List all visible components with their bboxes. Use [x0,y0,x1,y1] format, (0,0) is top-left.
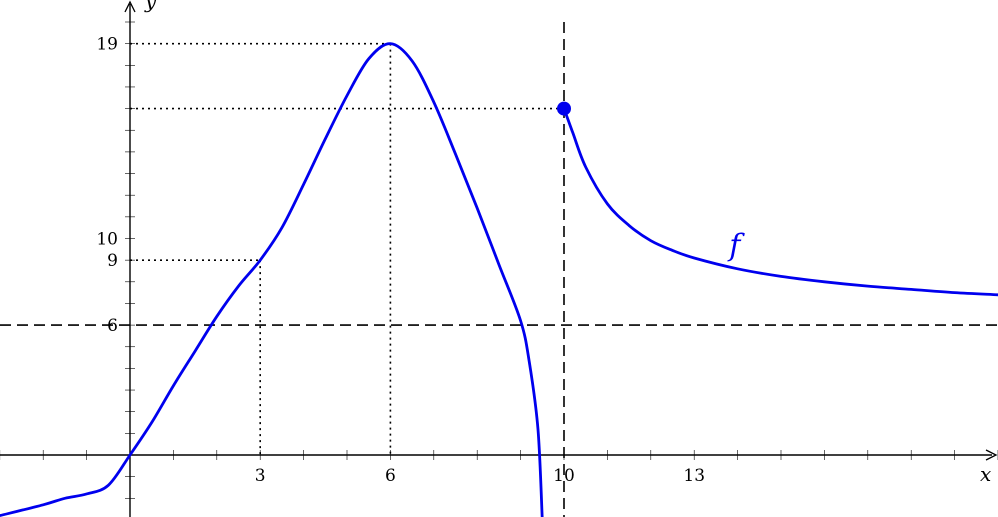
x-tick-label-6: 6 [385,466,396,486]
axis-ticks [0,21,998,499]
curve-branch-1 [0,42,544,517]
x-axis-label: x [980,462,991,486]
y-axis-arrow [124,0,136,13]
y-tick-label-9: 9 [107,251,118,271]
x-axis-arrow [985,449,998,461]
y-tick-label-6: 6 [107,316,118,336]
x-tick-label-10: 10 [553,466,575,486]
x-tick-label-13: 13 [683,466,705,486]
asymptotes [0,22,998,517]
curve-f [0,42,998,517]
reference-lines [130,42,564,455]
y-tick-label-19: 19 [96,35,118,55]
x-tick-label-3: 3 [255,466,266,486]
endpoint-marker [557,101,571,116]
y-axis-label: y [144,0,157,13]
y-tick-label-10: 10 [96,230,118,250]
curve-branch-2 [562,108,998,297]
curve-label-f: f [727,228,745,263]
